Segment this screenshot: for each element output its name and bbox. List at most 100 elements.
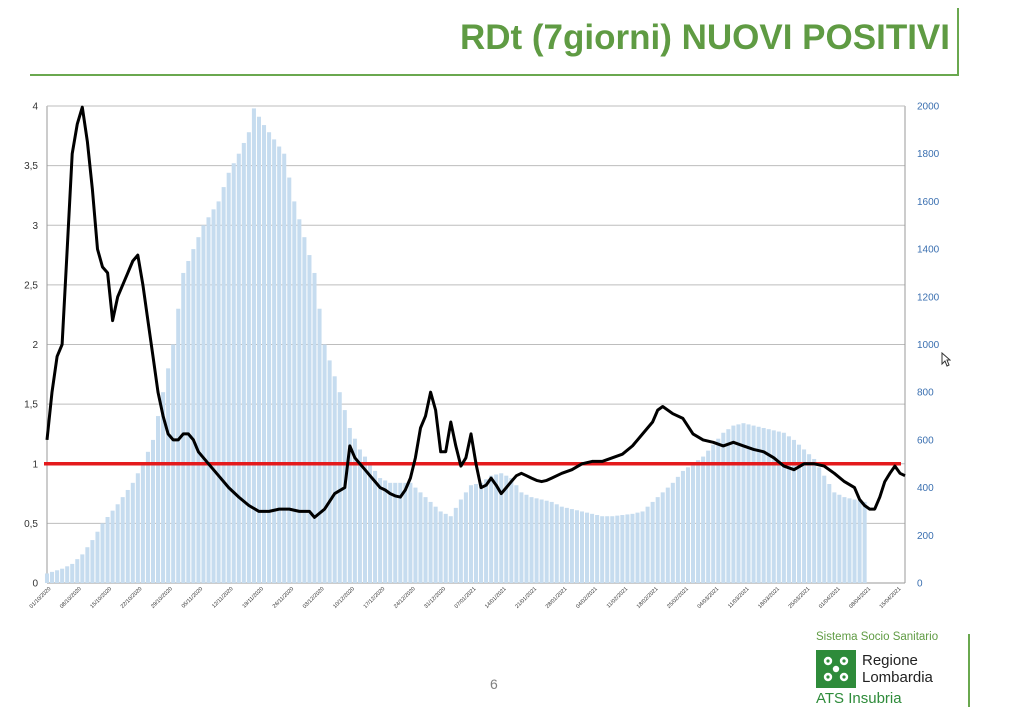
x-axis-tick-label: 25/02/2021	[666, 586, 690, 610]
bar	[231, 163, 236, 583]
bar	[726, 429, 731, 583]
bar	[529, 497, 534, 583]
bar	[479, 482, 484, 583]
bar	[85, 547, 90, 583]
bar	[80, 554, 85, 583]
bar	[519, 492, 524, 583]
bar	[796, 444, 802, 583]
bar	[347, 427, 352, 583]
bar	[120, 497, 125, 583]
x-axis-layer: 01/10/2020 08/10/2020 15/10/2020 22/10/2020…	[29, 586, 903, 610]
bar	[70, 563, 75, 583]
bar	[847, 498, 852, 583]
x-axis-tick-label: 11/03/2021	[727, 586, 750, 609]
right-axis-tick-label: 1200	[917, 292, 940, 303]
bar	[595, 515, 600, 583]
bar	[332, 376, 337, 583]
bar	[65, 566, 70, 583]
bar	[236, 153, 241, 583]
bar	[90, 540, 95, 583]
bar	[675, 476, 680, 583]
x-axis-tick-label: 18/03/2021	[757, 586, 781, 610]
bar	[534, 498, 539, 583]
bar	[524, 494, 529, 583]
left-axis-tick-label: 0,5	[24, 519, 38, 530]
bar	[574, 510, 579, 583]
x-axis-tick-label: 18/02/2021	[636, 586, 660, 610]
bar	[721, 432, 726, 583]
x-axis-tick-label: 31/12/2020	[423, 586, 447, 610]
x-axis-tick-label: 19/11/2020	[241, 586, 264, 609]
bar	[620, 515, 625, 583]
bar	[812, 458, 817, 583]
bar	[302, 237, 307, 584]
bar	[473, 484, 479, 583]
bar	[297, 219, 302, 583]
bar	[211, 209, 216, 583]
bar	[241, 142, 246, 583]
bar	[44, 573, 50, 583]
bar	[55, 570, 60, 583]
bar	[256, 116, 261, 584]
left-axis-tick-label: 4	[32, 102, 38, 113]
bar	[564, 507, 569, 583]
bar	[791, 439, 796, 583]
bar	[610, 516, 615, 583]
x-axis-tick-label: 24/12/2020	[393, 586, 417, 610]
right-axis-tick-label: 1400	[917, 245, 940, 256]
bar	[140, 463, 145, 583]
right-axis-tick-label: 800	[917, 388, 934, 399]
bar	[226, 172, 231, 583]
x-axis-tick-label: 11/02/2021	[606, 586, 629, 609]
bar	[267, 132, 272, 584]
bar	[711, 444, 716, 583]
bar	[191, 249, 196, 583]
x-axis-tick-label: 17/12/2020	[363, 586, 387, 610]
bar	[206, 217, 211, 584]
x-axis-tick-label: 04/03/2021	[697, 586, 721, 610]
bar	[60, 568, 65, 583]
title-vertical-rule	[957, 8, 959, 76]
right-axis-tick-label: 400	[917, 483, 934, 494]
bar	[509, 478, 514, 583]
bar	[761, 427, 766, 583]
bar	[802, 449, 807, 583]
left-axis-tick-label: 2	[32, 340, 38, 351]
bar	[448, 516, 453, 583]
x-axis-tick-label: 12/11/2020	[211, 586, 234, 609]
bar	[428, 501, 433, 583]
page-number: 6	[490, 676, 498, 692]
right-axis-tick-label: 200	[917, 531, 934, 542]
bar	[246, 132, 251, 584]
bar	[665, 487, 670, 583]
bar	[771, 430, 776, 583]
logo-vertical-rule	[968, 634, 970, 707]
bar	[746, 424, 751, 583]
bar	[342, 410, 347, 583]
bar	[852, 499, 857, 583]
bar	[680, 470, 685, 583]
bar	[842, 497, 847, 583]
bar	[489, 475, 494, 583]
bar	[221, 187, 226, 583]
bar	[327, 360, 332, 583]
bar	[216, 201, 221, 583]
bar	[696, 460, 701, 583]
bar	[145, 451, 150, 583]
bar	[181, 272, 186, 583]
bar	[130, 482, 135, 583]
x-axis-tick-label: 14/01/2021	[484, 586, 508, 610]
bar	[630, 513, 635, 583]
bar	[579, 511, 585, 583]
x-axis-tick-label: 08/10/2020	[59, 586, 83, 610]
bar	[95, 531, 100, 583]
bar	[166, 368, 171, 583]
bar	[716, 438, 721, 583]
bar	[50, 571, 55, 583]
bar	[822, 475, 827, 583]
bar	[262, 125, 267, 583]
bar	[544, 500, 549, 583]
left-axis-layer: 0 0,5 1 1,5 2 2,5 3 3,5 4	[24, 102, 38, 590]
bar	[272, 139, 277, 583]
x-axis-tick-label: 04/02/2021	[575, 586, 599, 610]
